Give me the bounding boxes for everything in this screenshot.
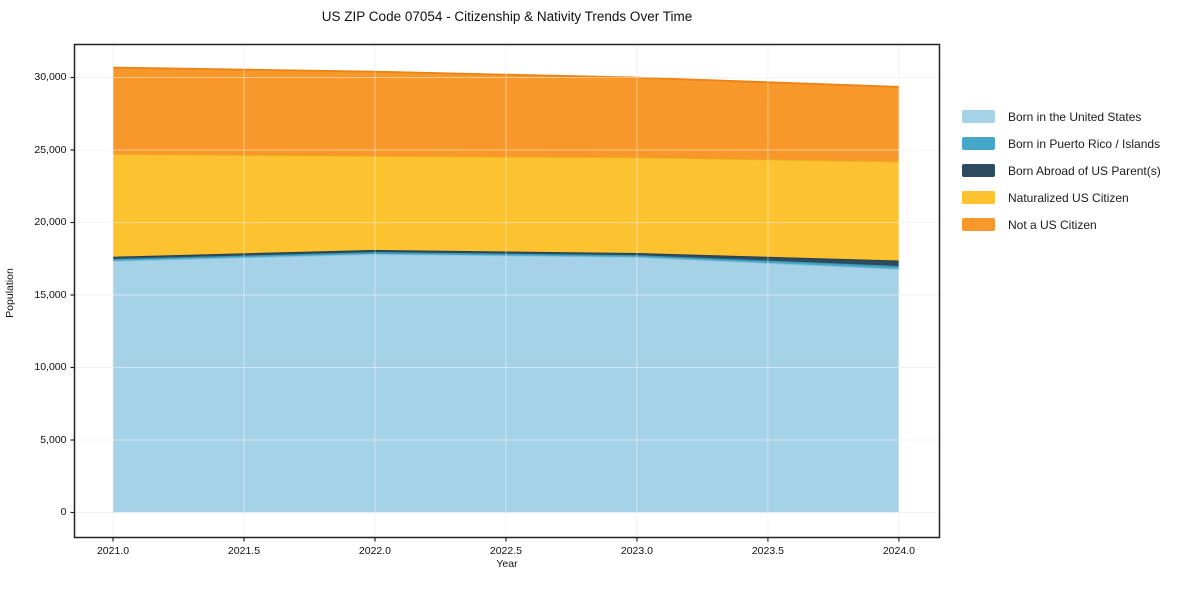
x-tick-label: 2023.0 (620, 544, 653, 557)
y-tick-label: 5,000 (40, 433, 67, 446)
legend-label: Born in Puerto Rico / Islands (1008, 136, 1161, 151)
legend: Born in the United States Born in Puerto … (962, 103, 1161, 238)
legend-item: Born Abroad of US Parent(s) (962, 157, 1161, 184)
chart-title: US ZIP Code 07054 - Citizenship & Nativi… (321, 9, 693, 24)
y-tick-label: 30,000 (34, 71, 67, 83)
x-tick-label: 2023.5 (751, 544, 784, 557)
area-series-1 (113, 252, 899, 269)
legend-item: Naturalized US Citizen (962, 184, 1161, 211)
legend-label: Not a US Citizen (1008, 217, 1097, 232)
plot-border (73, 43, 941, 539)
legend-item: Born in Puerto Rico / Islands (962, 130, 1161, 157)
area-edge-4 (112, 66, 899, 88)
y-tick-label: 15,000 (34, 288, 67, 301)
legend-swatch (962, 164, 995, 177)
y-axis-label: Population (4, 268, 16, 318)
area-series-0 (113, 254, 899, 513)
y-tick-label: 20,000 (34, 216, 67, 228)
x-axis-label: Year (496, 558, 518, 570)
legend-label: Naturalized US Citizen (1008, 190, 1129, 205)
x-tick-label: 2022.0 (358, 544, 392, 557)
y-tick-label: 25,000 (34, 143, 67, 156)
legend-swatch (962, 137, 995, 150)
legend-swatch (962, 110, 995, 123)
area-series-3 (113, 153, 899, 261)
x-tick-label: 2024.0 (882, 544, 915, 557)
area-series-4 (113, 67, 899, 162)
x-tick-label: 2021.5 (227, 544, 261, 557)
y-tick-label: 10,000 (34, 361, 67, 373)
legend-item: Born in the United States (962, 103, 1161, 130)
area-series-2 (113, 249, 899, 266)
y-tick-label: 0 (60, 506, 67, 518)
x-tick-label: 2022.5 (489, 544, 522, 557)
legend-item: Not a US Citizen (962, 211, 1161, 238)
legend-label: Born Abroad of US Parent(s) (1008, 163, 1161, 178)
legend-label: Born in the United States (1008, 109, 1142, 124)
legend-swatch (962, 218, 995, 231)
legend-swatch (962, 191, 995, 204)
x-tick-label: 2021.0 (96, 544, 130, 557)
